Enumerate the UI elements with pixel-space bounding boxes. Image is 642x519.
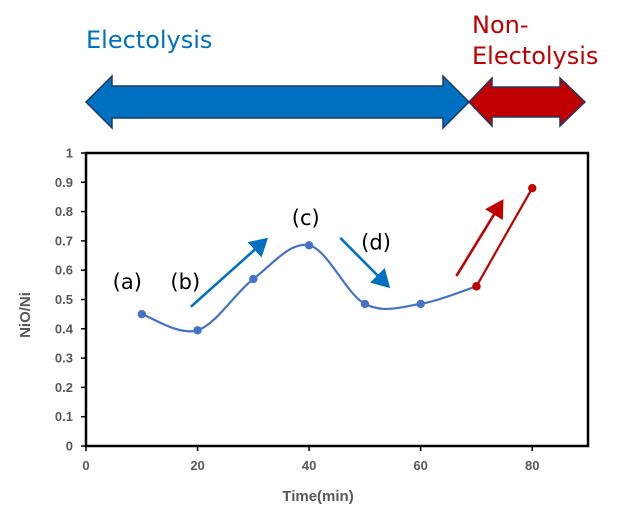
electrolysis-phase-arrow bbox=[84, 74, 471, 130]
data-point bbox=[416, 299, 425, 309]
data-point bbox=[193, 326, 202, 335]
trend-arrow-down bbox=[339, 237, 391, 289]
y-tick-label: 1 bbox=[66, 146, 73, 161]
plot-area-frame bbox=[84, 151, 590, 448]
x-tick-label: 0 bbox=[82, 458, 89, 473]
point-annotation: (b) bbox=[170, 270, 200, 294]
data-point bbox=[360, 299, 370, 309]
y-tick-label: 0.6 bbox=[55, 263, 73, 278]
non-electrolysis-phase-arrow bbox=[467, 76, 587, 128]
x-axis-title: Time(min) bbox=[282, 488, 353, 505]
point-annotation: (d) bbox=[361, 231, 391, 255]
y-tick-label: 0.1 bbox=[55, 409, 73, 424]
point-annotation: (a) bbox=[113, 270, 142, 294]
y-tick-label: 0 bbox=[66, 439, 73, 454]
y-tick-label: 0.4 bbox=[55, 321, 74, 336]
trend-arrow-up bbox=[455, 199, 504, 277]
y-axis-title: NiO/Ni bbox=[17, 292, 34, 338]
y-tick-label: 0.5 bbox=[55, 292, 73, 307]
y-tick-label: 0.7 bbox=[55, 233, 73, 248]
x-tick-label: 40 bbox=[302, 458, 316, 473]
x-tick-label: 20 bbox=[190, 458, 204, 473]
non-electrolysis-label-line1: Non- bbox=[472, 11, 529, 39]
data-point bbox=[528, 183, 537, 193]
data-point bbox=[249, 274, 258, 284]
x-tick-label: 60 bbox=[413, 458, 427, 473]
series-line-1 bbox=[475, 187, 534, 287]
y-tick-label: 0.2 bbox=[55, 380, 73, 395]
point-annotation: (c) bbox=[292, 206, 320, 230]
y-tick-label: 0.8 bbox=[55, 204, 73, 219]
data-point bbox=[472, 282, 481, 291]
electrolysis-label: Electolysis bbox=[86, 26, 212, 54]
data-point bbox=[137, 309, 146, 319]
non-electrolysis-label-line2: Electolysis bbox=[472, 42, 598, 70]
y-tick-label: 0.3 bbox=[55, 351, 73, 366]
y-tick-label: 0.9 bbox=[55, 175, 73, 190]
x-tick-label: 80 bbox=[525, 458, 539, 473]
data-point bbox=[304, 241, 314, 250]
trend-arrow-up bbox=[189, 237, 269, 308]
